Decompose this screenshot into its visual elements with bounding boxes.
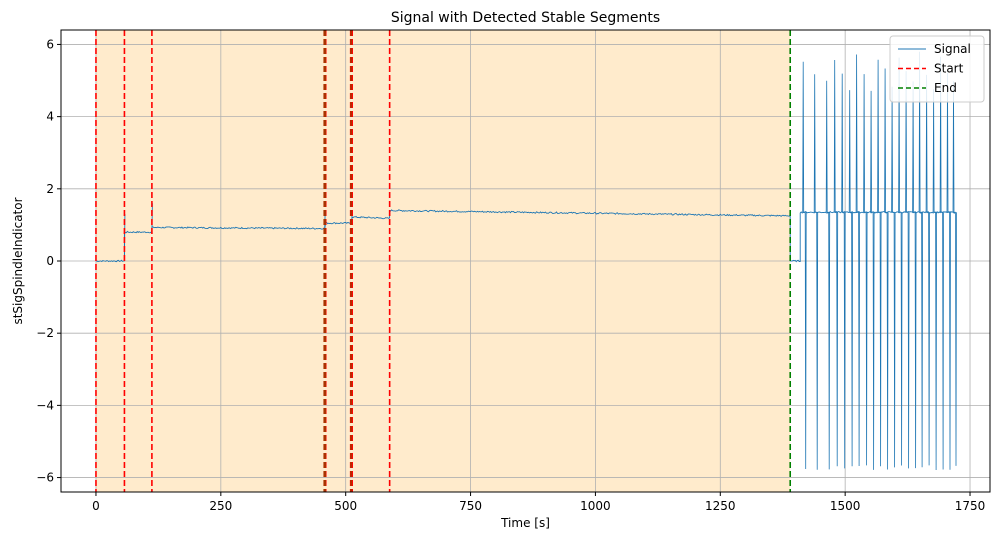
- legend-box: [889, 35, 985, 103]
- chart-title: Signal with Detected Stable Segments: [391, 10, 660, 26]
- x-tick-label-6: 1500: [830, 499, 861, 513]
- legend-label-start: Start: [934, 62, 964, 76]
- y-tick-label-3: 0: [46, 254, 54, 268]
- grid: [61, 30, 990, 492]
- x-tick-label-3: 750: [459, 499, 482, 513]
- y-tick-label-2: −2: [36, 326, 54, 340]
- signal-oscillation: [802, 51, 957, 471]
- x-axis-label: Time [s]: [500, 516, 550, 530]
- y-tick-label-0: −6: [36, 471, 54, 485]
- x-tick-label-1: 250: [209, 499, 232, 513]
- x-tick-label-0: 0: [92, 499, 100, 513]
- x-axis-ticks: 0 250 500 750 1000 1250 1500 1750: [92, 492, 985, 513]
- x-tick-label-4: 1000: [580, 499, 611, 513]
- y-tick-label-1: −4: [36, 398, 54, 412]
- legend-label-end: End: [934, 81, 957, 95]
- y-tick-label-4: 2: [46, 182, 54, 196]
- x-tick-label-2: 500: [334, 499, 357, 513]
- y-axis-ticks: −6 −4 −2 0 2 4 6: [36, 37, 61, 485]
- y-axis-label: stSigSpindleIndicator: [11, 197, 25, 324]
- signal-line: [95, 209, 955, 263]
- x-tick-label-7: 1750: [955, 499, 986, 513]
- legend-label-signal: Signal: [934, 42, 971, 56]
- y-tick-label-5: 4: [46, 110, 54, 124]
- legend: Signal Start End: [889, 35, 985, 103]
- y-tick-label-6: 6: [46, 37, 54, 51]
- x-tick-label-5: 1250: [705, 499, 736, 513]
- segment-boundary-lines: [95, 30, 792, 492]
